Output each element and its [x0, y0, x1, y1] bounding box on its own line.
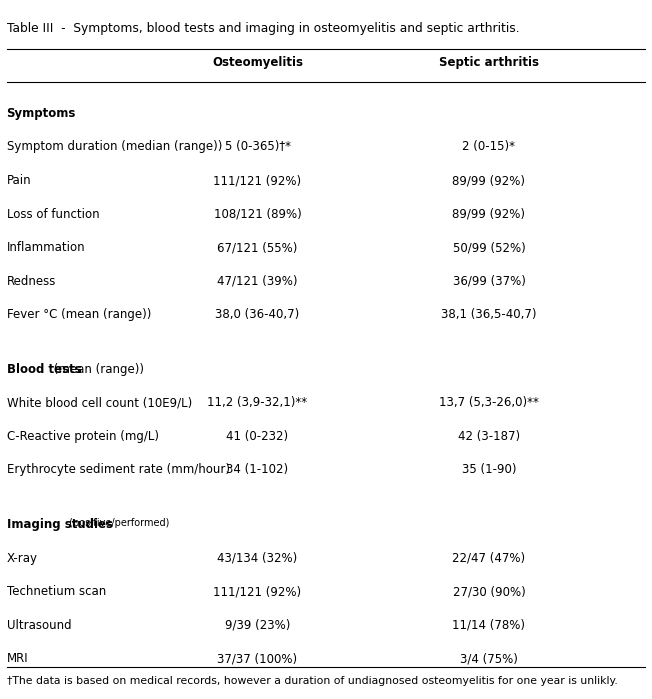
Text: 34 (1-102): 34 (1-102)	[226, 463, 289, 477]
Text: 27/30 (90%): 27/30 (90%)	[452, 585, 526, 598]
Text: Table III  -  Symptoms, blood tests and imaging in osteomyelitis and septic arth: Table III - Symptoms, blood tests and im…	[7, 22, 519, 36]
Text: Imaging studies: Imaging studies	[7, 518, 113, 531]
Text: White blood cell count (10E9/L): White blood cell count (10E9/L)	[7, 396, 192, 410]
Text: 11/14 (78%): 11/14 (78%)	[452, 619, 526, 632]
Text: 38,1 (36,5-40,7): 38,1 (36,5-40,7)	[441, 308, 537, 322]
Text: 108/121 (89%): 108/121 (89%)	[214, 208, 301, 221]
Text: Erythrocyte sediment rate (mm/hour): Erythrocyte sediment rate (mm/hour)	[7, 463, 230, 477]
Text: C-Reactive protein (mg/L): C-Reactive protein (mg/L)	[7, 430, 158, 443]
Text: 111/121 (92%): 111/121 (92%)	[213, 174, 302, 187]
Text: 22/47 (47%): 22/47 (47%)	[452, 552, 526, 565]
Text: 13,7 (5,3-26,0)**: 13,7 (5,3-26,0)**	[439, 396, 539, 410]
Text: Ultrasound: Ultrasound	[7, 619, 71, 632]
Text: Redness: Redness	[7, 275, 56, 288]
Text: (positive/performed): (positive/performed)	[67, 518, 170, 528]
Text: 67/121 (55%): 67/121 (55%)	[217, 241, 298, 254]
Text: 11,2 (3,9-32,1)**: 11,2 (3,9-32,1)**	[207, 396, 308, 410]
Text: (mean (range)): (mean (range))	[50, 363, 144, 376]
Text: Osteomyelitis: Osteomyelitis	[212, 56, 303, 69]
Text: 89/99 (92%): 89/99 (92%)	[452, 174, 526, 187]
Text: 35 (1-90): 35 (1-90)	[462, 463, 516, 477]
Text: Pain: Pain	[7, 174, 31, 187]
Text: 43/134 (32%): 43/134 (32%)	[217, 552, 298, 565]
Text: 41 (0-232): 41 (0-232)	[226, 430, 289, 443]
Text: 111/121 (92%): 111/121 (92%)	[213, 585, 302, 598]
Text: MRI: MRI	[7, 652, 28, 665]
Text: 42 (3-187): 42 (3-187)	[458, 430, 520, 443]
Text: Technetium scan: Technetium scan	[7, 585, 106, 598]
Text: 38,0 (36-40,7): 38,0 (36-40,7)	[215, 308, 300, 322]
Text: Symptom duration (median (range)): Symptom duration (median (range))	[7, 140, 222, 154]
Text: 9/39 (23%): 9/39 (23%)	[225, 619, 290, 632]
Text: 37/37 (100%): 37/37 (100%)	[218, 652, 297, 665]
Text: 47/121 (39%): 47/121 (39%)	[217, 275, 298, 288]
Text: 36/99 (37%): 36/99 (37%)	[452, 275, 526, 288]
Text: Inflammation: Inflammation	[7, 241, 85, 254]
Text: Fever °C (mean (range)): Fever °C (mean (range))	[7, 308, 151, 322]
Text: Septic arthritis: Septic arthritis	[439, 56, 539, 69]
Text: 2 (0-15)*: 2 (0-15)*	[462, 140, 516, 154]
Text: 50/99 (52%): 50/99 (52%)	[452, 241, 526, 254]
Text: X-ray: X-ray	[7, 552, 38, 565]
Text: 3/4 (75%): 3/4 (75%)	[460, 652, 518, 665]
Text: 89/99 (92%): 89/99 (92%)	[452, 208, 526, 221]
Text: Blood tests: Blood tests	[7, 363, 82, 376]
Text: 5 (0-365)†*: 5 (0-365)†*	[224, 140, 291, 154]
Text: Loss of function: Loss of function	[7, 208, 99, 221]
Text: †The data is based on medical records, however a duration of undiagnosed osteomy: †The data is based on medical records, h…	[7, 676, 617, 686]
Text: Symptoms: Symptoms	[7, 107, 76, 120]
